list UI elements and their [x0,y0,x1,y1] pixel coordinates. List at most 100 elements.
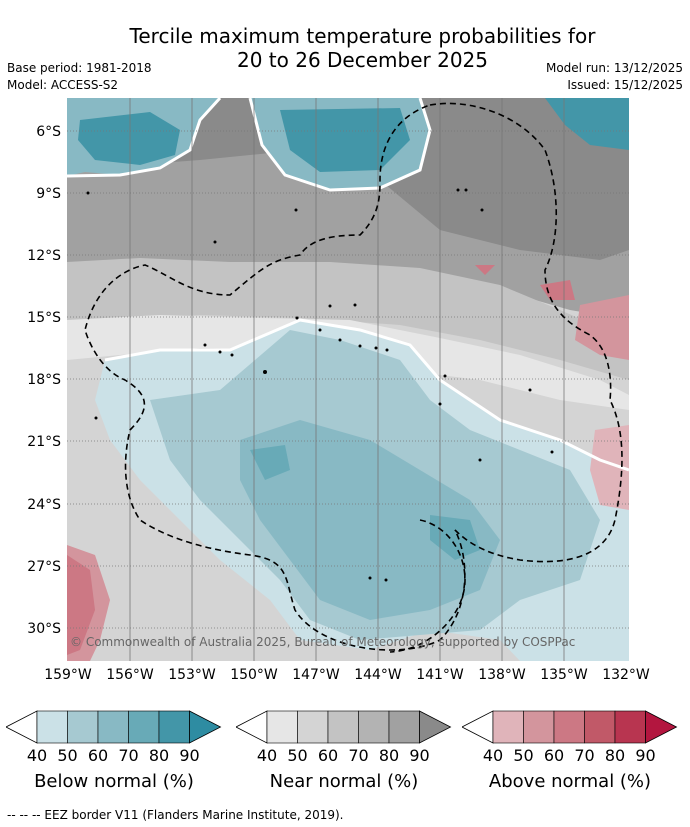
colorbar-high-arrow [419,710,452,744]
below-normal-south-core [250,445,480,560]
title-line-2: 20 to 26 December 2025 [236,48,488,72]
tercile-boundary-contour-north [67,98,432,192]
above-normal-far-east [590,425,629,510]
colorbar-segment [158,710,190,744]
issued-date: Issued: 15/12/2025 [567,78,683,92]
lat-label: 24°S [27,497,61,513]
meta-left: Base period: 1981-2018 Model: ACCESS-S2 [7,60,152,94]
colorbar-tick-label: 50 [287,746,307,765]
colorbar-segment [67,710,99,744]
copyright-notice: © Commonwealth of Australia 2025, Bureau… [70,635,575,649]
lon-label: 150°W [230,667,278,683]
colorbar-tick-label: 60 [544,746,564,765]
eez-footnote: -- -- -- EEZ border V11 (Flanders Marine… [7,808,344,822]
title-line-1: Tercile maximum temperature probabilitie… [129,24,596,48]
latitude-labels: 6°S 9°S 12°S 15°S 18°S 21°S 24°S 27°S 30… [27,124,61,637]
below-normal-northwest-core [78,112,180,165]
base-period: Base period: 1981-2018 [7,61,152,75]
colorbar-tick-label: 50 [57,746,77,765]
colorbar-below-normal: 40 50 60 70 80 90 [6,710,222,765]
colorbar-segment [492,710,524,744]
colorbar-tick-label: 40 [483,746,503,765]
colorbar-low-arrow [462,710,494,744]
colorbar-tick-label: 80 [149,746,169,765]
colorbar-tick-label: 60 [318,746,338,765]
lon-label: 135°W [540,667,588,683]
colorbar-segment [97,710,129,744]
colorbar-tick-label: 90 [635,746,655,765]
colorbar-segments [266,710,452,744]
above-normal-label: Above normal (%) [488,771,652,792]
lon-label: 147°W [292,667,340,683]
colorbar-tick-label: 80 [605,746,625,765]
colorbar-segment [36,710,68,744]
probability-map: 6°S 9°S 12°S 15°S 18°S 21°S 24°S 27°S 30… [27,98,650,683]
colorbar-segment [297,710,329,744]
graticule [67,130,629,629]
lon-label: 153°W [168,667,216,683]
colorbar-segment [584,710,616,744]
model-name: Model: ACCESS-S2 [7,78,119,92]
lat-label: 15°S [27,310,61,326]
colorbar-segments [36,710,222,744]
lat-label: 9°S [36,186,61,202]
lon-label: 132°W [602,667,650,683]
below-normal-label: Below normal (%) [34,771,194,792]
near-normal-label: Near normal (%) [269,771,419,792]
near-normal-mid-band [67,150,629,320]
colorbar-tick-label: 90 [179,746,199,765]
colorbar-segment [128,710,160,744]
lat-label: 21°S [27,434,61,450]
colorbar-tick-label: 60 [88,746,108,765]
lon-label: 144°W [354,667,402,683]
model-run: Model run: 13/12/2025 [545,61,683,75]
above-normal-southwest-core [67,555,95,655]
colorbar-segment [553,710,585,744]
colorbar-segment [358,710,390,744]
colorbar-low-arrow [236,710,268,744]
lon-label: 156°W [106,667,154,683]
lat-label: 18°S [27,372,61,388]
colorbar-tick-label: 80 [379,746,399,765]
eez-border-inner [389,519,466,653]
near-normal-pale-band [67,315,629,410]
eez-border [84,102,623,651]
colorbar-near-normal: 40 50 60 70 80 90 [236,710,452,765]
above-normal-east [575,295,629,360]
colorbar-segment [614,710,646,744]
graticule-meridians [129,98,565,661]
near-normal-light-band [67,258,629,380]
colorbar-tick-label: 40 [27,746,47,765]
lat-label: 27°S [27,559,61,575]
islands [86,188,554,582]
below-normal-south-inner [240,420,500,620]
tercile-boundary-contour [104,318,629,472]
meta-right: Model run: 13/12/2025 Issued: 15/12/2025 [546,60,683,94]
below-normal-north-central-core [280,108,410,172]
lon-label: 159°W [44,667,92,683]
lon-label: 138°W [478,667,526,683]
chart-title: Tercile maximum temperature probabilitie… [60,24,665,72]
colorbar-tick-label: 40 [257,746,277,765]
colorbar-high-arrow [645,710,678,744]
map-fields [67,98,629,661]
below-normal-northeast [545,98,629,150]
colorbar-tick-label: 70 [574,746,594,765]
lat-label: 6°S [36,124,61,140]
colorbar-high-arrow [189,710,222,744]
lat-label: 12°S [27,248,61,264]
colorbar-low-arrow [6,710,38,744]
colorbar-segment [327,710,359,744]
colorbar-tick-label: 70 [118,746,138,765]
colorbar-tick-label: 70 [348,746,368,765]
colorbar-segments [492,710,678,744]
above-normal-east-small [475,265,575,300]
colorbar-tick-label: 90 [409,746,429,765]
colorbar-above-normal: 40 50 60 70 80 90 [462,710,678,765]
colorbar-segment [523,710,555,744]
colorbar-tick-label: 50 [513,746,533,765]
longitude-labels: 159°W 156°W 153°W 150°W 147°W 144°W 141°… [44,667,650,683]
lon-label: 141°W [416,667,464,683]
colorbar-segment [388,710,420,744]
colorbar-segment [266,710,298,744]
